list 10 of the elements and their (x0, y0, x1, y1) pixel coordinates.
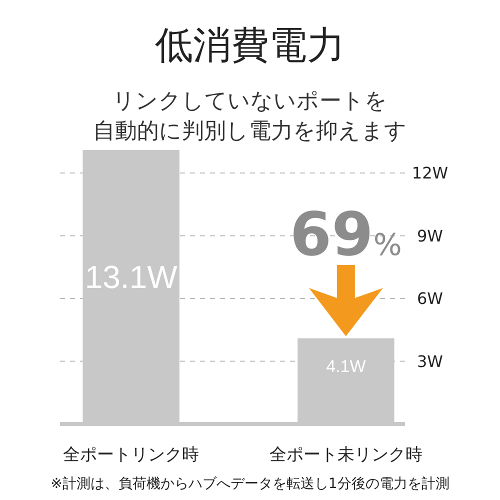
y-tick-label: 6W (417, 289, 444, 308)
y-tick-label: 12W (412, 164, 448, 183)
x-tick-label: 全ポート未リンク時 (269, 445, 422, 465)
text: ※計測は、負荷機からハブへデータを転送し1分後の電力を計測 (50, 476, 450, 492)
annotation: 69% (290, 200, 402, 270)
x-tick-label: 全ポートリンク時 (63, 445, 200, 465)
y-tick-label: 9W (417, 226, 444, 246)
y-tick-label: 3W (417, 352, 444, 371)
chart-title: 低消費電力 (155, 23, 345, 67)
chart-subtitle: リンクしていないポートを自動的に判別し電力を抑えます (93, 89, 407, 144)
